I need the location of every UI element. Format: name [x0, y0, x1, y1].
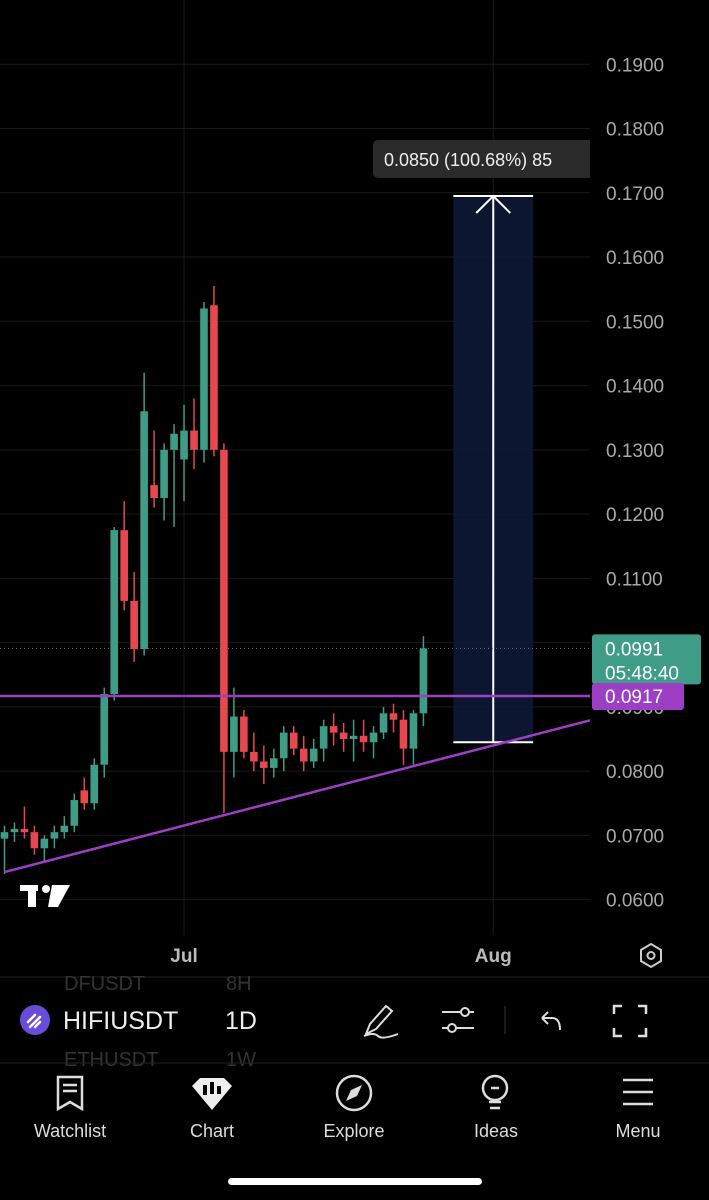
candle-body	[250, 751, 258, 762]
menu-icon[interactable]	[623, 1078, 653, 1106]
countdown: 05:48:40	[605, 663, 679, 684]
symbol-icon	[20, 1005, 50, 1035]
candle-body	[150, 485, 158, 499]
last-price-badge	[592, 634, 701, 685]
next-symbol: ETHUSDT	[64, 1049, 158, 1071]
candle-body	[220, 449, 228, 752]
y-tick-label: 0.1700	[606, 184, 664, 205]
chart-icon[interactable]	[192, 1078, 232, 1110]
candle-body	[190, 430, 198, 450]
nav-label[interactable]: Watchlist	[34, 1121, 106, 1141]
candle-body	[20, 828, 29, 833]
candle-body	[120, 530, 128, 601]
candle-body	[270, 758, 278, 768]
ideas-icon[interactable]	[481, 1074, 509, 1110]
candle-body	[329, 726, 338, 733]
nav-label[interactable]: Ideas	[474, 1121, 518, 1141]
candle-body	[180, 430, 188, 460]
y-tick-label: 0.1600	[606, 248, 664, 269]
undo-icon[interactable]	[541, 1011, 561, 1031]
candle-body	[389, 713, 398, 720]
candle-body	[30, 832, 39, 849]
watchlist-icon[interactable]	[56, 1075, 84, 1112]
candle-body	[80, 790, 89, 804]
candle-body	[50, 832, 59, 839]
logo	[20, 885, 70, 907]
candle-body	[230, 716, 238, 752]
y-tick-label: 0.1400	[606, 377, 664, 398]
y-tick-label: 0.0700	[606, 826, 664, 847]
candle-body	[130, 600, 138, 650]
candle-body	[110, 530, 119, 695]
candle-body	[409, 713, 418, 749]
draw-icon[interactable]	[363, 1004, 399, 1039]
plot-area: 0.0850 (100.68%) 85	[0, 0, 590, 935]
candle-body	[379, 713, 388, 733]
candle-body	[260, 761, 268, 768]
candle-body	[0, 832, 9, 839]
candle-body	[100, 694, 109, 765]
candle-body	[60, 825, 69, 833]
candle-body	[170, 433, 178, 450]
candle-body	[279, 732, 288, 759]
candle-body	[369, 732, 378, 743]
prev-interval: 8H	[226, 973, 252, 995]
candle-body	[70, 800, 79, 826]
hline-badge	[592, 682, 684, 710]
candle-body	[210, 305, 218, 450]
measure-arrowhead	[475, 194, 511, 214]
candle-body	[289, 732, 298, 749]
hline-label: 0.0917	[605, 687, 663, 708]
nav-label[interactable]: Menu	[615, 1121, 660, 1141]
interval[interactable]: 1D	[225, 1007, 257, 1035]
settings-icon[interactable]	[640, 942, 662, 969]
candle-body	[339, 732, 348, 740]
candle-body	[90, 764, 99, 804]
y-tick-label: 0.1200	[606, 505, 664, 526]
y-tick-label: 0.1300	[606, 441, 664, 462]
y-tick-label: 0.1900	[606, 55, 664, 76]
symbol-icon-glyph	[26, 1013, 42, 1029]
explore-icon[interactable]	[335, 1074, 373, 1112]
measure-label-bg	[373, 139, 590, 178]
measure-label: 0.0850 (100.68%) 85	[384, 150, 552, 170]
fullscreen-icon[interactable]	[612, 1004, 648, 1038]
candle-body	[319, 726, 328, 749]
trend-line	[4, 719, 590, 874]
y-tick-label: 0.1100	[606, 569, 663, 590]
candle-body	[40, 838, 49, 849]
y-tick-label: 0.0600	[606, 891, 664, 912]
last-price-label: 0.0991	[605, 639, 663, 660]
candle-body	[349, 735, 358, 740]
candle-body	[309, 748, 318, 762]
price-axis: 0.06000.07000.08000.09000.10000.11000.12…	[592, 55, 701, 912]
prev-symbol: DFUSDT	[64, 973, 145, 995]
nav-label[interactable]: Chart	[190, 1121, 234, 1141]
y-tick-label: 0.0800	[606, 762, 664, 783]
candle-body	[419, 648, 428, 714]
candle-body	[240, 716, 248, 752]
y-tick-label: 0.1800	[606, 120, 664, 141]
candle-body	[359, 735, 368, 743]
nav-label[interactable]: Explore	[323, 1121, 384, 1141]
candle-body	[399, 719, 408, 749]
indicators-icon[interactable]	[442, 1007, 474, 1033]
x-tick-label: Aug	[475, 946, 512, 967]
candle-body	[200, 308, 208, 450]
candle-body	[140, 411, 148, 650]
candle-body	[299, 748, 308, 762]
x-tick-label: Jul	[170, 946, 197, 967]
candle-body	[160, 449, 168, 499]
candle-body	[10, 828, 19, 833]
symbol[interactable]: HIFIUSDT	[63, 1007, 178, 1035]
y-tick-label: 0.1500	[606, 312, 664, 333]
settings-icon-dot	[646, 951, 656, 960]
next-interval: 1W	[226, 1049, 256, 1071]
home-indicator	[228, 1178, 482, 1185]
